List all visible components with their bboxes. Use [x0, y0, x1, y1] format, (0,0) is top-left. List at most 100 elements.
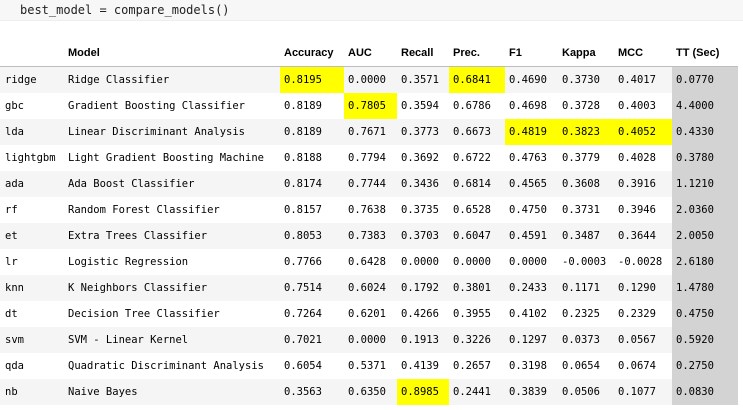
cell-kappa: 0.3730: [558, 66, 614, 93]
cell-accuracy: 0.3563: [280, 379, 344, 405]
cell-prec: 0.3226: [449, 327, 505, 353]
cell-f1: 0.1297: [505, 327, 558, 353]
cell-model: Linear Discriminant Analysis: [64, 119, 280, 145]
cell-kappa: 0.0506: [558, 379, 614, 405]
row-index: lr: [0, 249, 64, 275]
row-index: lda: [0, 119, 64, 145]
cell-accuracy: 0.7766: [280, 249, 344, 275]
cell-mcc: 0.3916: [614, 171, 672, 197]
cell-prec: 0.0000: [449, 249, 505, 275]
cell-recall: 0.3773: [397, 119, 449, 145]
cell-auc: 0.7744: [344, 171, 397, 197]
cell-model: Gradient Boosting Classifier: [64, 93, 280, 119]
cell-model: Naive Bayes: [64, 379, 280, 405]
cell-mcc: 0.3946: [614, 197, 672, 223]
cell-mcc: 0.3644: [614, 223, 672, 249]
cell-f1: 0.4819: [505, 119, 558, 145]
cell-tt: 0.2750: [672, 353, 738, 379]
cell-kappa: 0.0373: [558, 327, 614, 353]
row-index: ridge: [0, 66, 64, 93]
cell-mcc: 0.4028: [614, 145, 672, 171]
cell-prec: 0.6814: [449, 171, 505, 197]
cell-auc: 0.0000: [344, 66, 397, 93]
code-line[interactable]: best_model = compare_models(): [20, 3, 230, 17]
cell-auc: 0.7671: [344, 119, 397, 145]
row-index: rf: [0, 197, 64, 223]
code-cell[interactable]: best_model = compare_models(): [0, 0, 743, 21]
cell-auc: 0.7805: [344, 93, 397, 119]
cell-recall: 0.8985: [397, 379, 449, 405]
cell-mcc: -0.0028: [614, 249, 672, 275]
cell-model: Light Gradient Boosting Machine: [64, 145, 280, 171]
cell-recall: 0.3692: [397, 145, 449, 171]
cell-prec: 0.3955: [449, 301, 505, 327]
cell-accuracy: 0.8053: [280, 223, 344, 249]
cell-recall: 0.3735: [397, 197, 449, 223]
cell-kappa: 0.3779: [558, 145, 614, 171]
column-header-tt: TT (Sec): [672, 40, 738, 67]
row-index: knn: [0, 275, 64, 301]
cell-kappa: 0.1171: [558, 275, 614, 301]
cell-model: Extra Trees Classifier: [64, 223, 280, 249]
cell-auc: 0.6024: [344, 275, 397, 301]
cell-model: Logistic Regression: [64, 249, 280, 275]
table-row: dt Decision Tree Classifier 0.7264 0.6201 0.…: [0, 301, 738, 327]
table-body: ridge Ridge Classifier 0.8195 0.0000 0.3571 0…: [0, 66, 738, 405]
cell-recall: 0.3571: [397, 66, 449, 93]
cell-prec: 0.6528: [449, 197, 505, 223]
cell-recall: 0.3703: [397, 223, 449, 249]
cell-accuracy: 0.8189: [280, 93, 344, 119]
cell-accuracy: 0.8195: [280, 66, 344, 93]
cell-kappa: 0.3608: [558, 171, 614, 197]
cell-auc: 0.0000: [344, 327, 397, 353]
cell-recall: 0.1913: [397, 327, 449, 353]
cell-tt: 0.5920: [672, 327, 738, 353]
row-index: svm: [0, 327, 64, 353]
column-header-auc: AUC: [344, 40, 397, 67]
cell-prec: 0.3801: [449, 275, 505, 301]
cell-f1: 0.4102: [505, 301, 558, 327]
column-header-accuracy: Accuracy: [280, 40, 344, 67]
cell-auc: 0.7383: [344, 223, 397, 249]
cell-tt: 0.0770: [672, 66, 738, 93]
cell-mcc: 0.4017: [614, 66, 672, 93]
cell-accuracy: 0.8189: [280, 119, 344, 145]
column-header-model: Model: [64, 40, 280, 67]
cell-recall: 0.0000: [397, 249, 449, 275]
cell-tt: 2.0360: [672, 197, 738, 223]
cell-accuracy: 0.6054: [280, 353, 344, 379]
column-header-kappa: Kappa: [558, 40, 614, 67]
cell-prec: 0.6841: [449, 66, 505, 93]
cell-f1: 0.4690: [505, 66, 558, 93]
cell-prec: 0.6722: [449, 145, 505, 171]
cell-mcc: 0.0674: [614, 353, 672, 379]
table-row: rf Random Forest Classifier 0.8157 0.7638 0.…: [0, 197, 738, 223]
cell-kappa: 0.3823: [558, 119, 614, 145]
cell-prec: 0.6786: [449, 93, 505, 119]
cell-f1: 0.3198: [505, 353, 558, 379]
cell-recall: 0.3436: [397, 171, 449, 197]
cell-recall: 0.4266: [397, 301, 449, 327]
cell-accuracy: 0.8188: [280, 145, 344, 171]
cell-kappa: 0.3487: [558, 223, 614, 249]
cell-accuracy: 0.8157: [280, 197, 344, 223]
model-comparison-table: Model Accuracy AUC Recall Prec. F1 Kappa…: [0, 40, 738, 405]
cell-tt: 1.4780: [672, 275, 738, 301]
row-index: lightgbm: [0, 145, 64, 171]
cell-kappa: 0.3731: [558, 197, 614, 223]
cell-accuracy: 0.7514: [280, 275, 344, 301]
cell-f1: 0.0000: [505, 249, 558, 275]
table-row: lda Linear Discriminant Analysis 0.8189 0.7…: [0, 119, 738, 145]
table-header-row: Model Accuracy AUC Recall Prec. F1 Kappa…: [0, 40, 738, 67]
cell-tt: 4.4000: [672, 93, 738, 119]
table-row: lightgbm Light Gradient Boosting Machine 0…: [0, 145, 738, 171]
cell-mcc: 0.2329: [614, 301, 672, 327]
row-index: qda: [0, 353, 64, 379]
cell-prec: 0.6047: [449, 223, 505, 249]
cell-model: Quadratic Discriminant Analysis: [64, 353, 280, 379]
cell-accuracy: 0.7264: [280, 301, 344, 327]
cell-recall: 0.3594: [397, 93, 449, 119]
cell-f1: 0.4565: [505, 171, 558, 197]
column-header-prec: Prec.: [449, 40, 505, 67]
table-row: gbc Gradient Boosting Classifier 0.8189 0.7…: [0, 93, 738, 119]
